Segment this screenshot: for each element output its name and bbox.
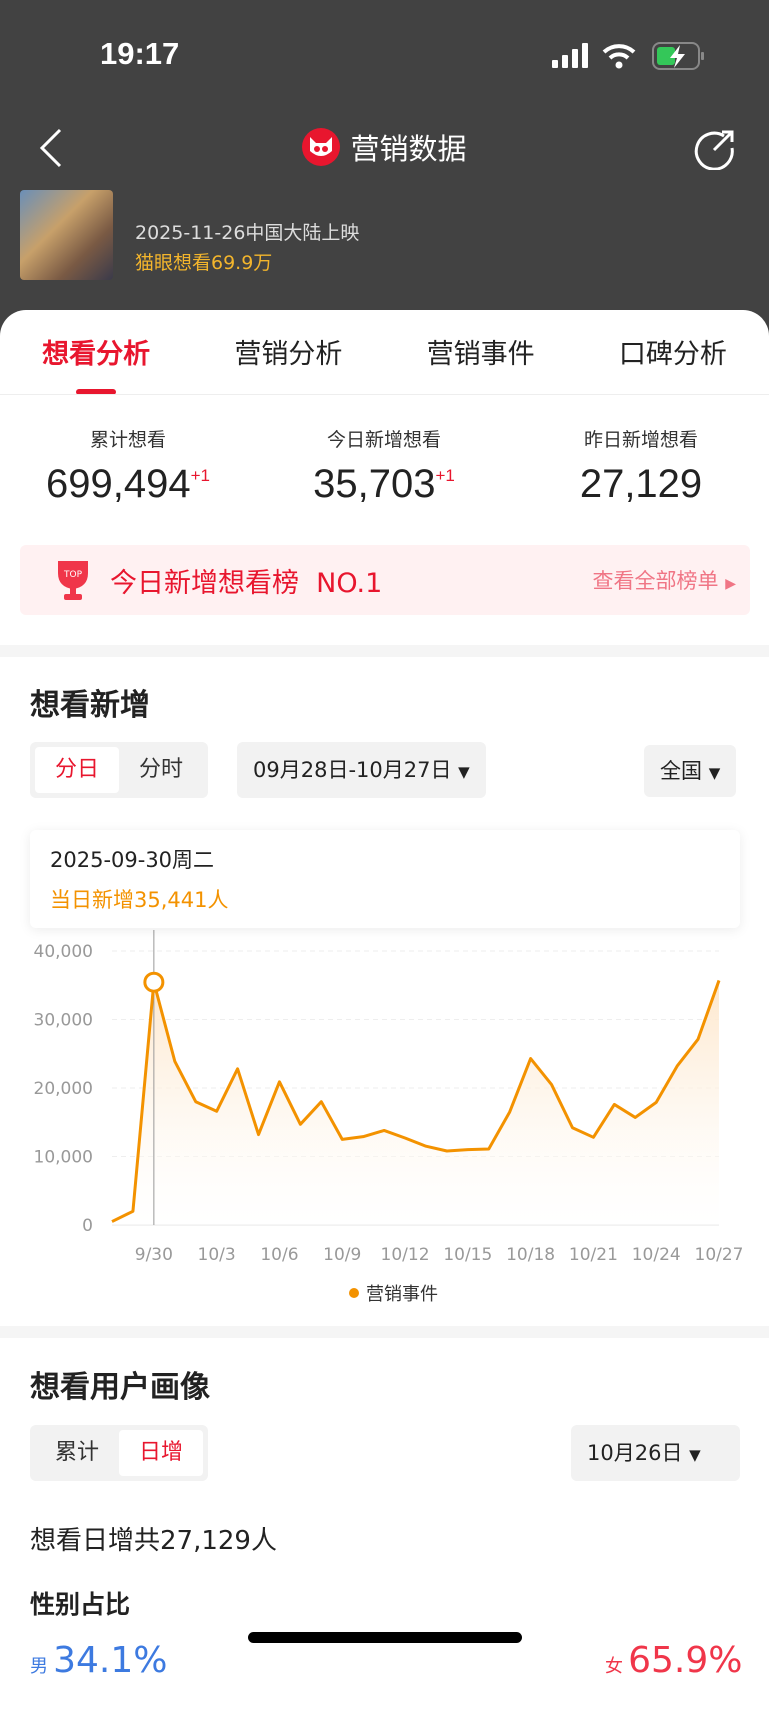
legend-dot (349, 1288, 359, 1298)
stat-yesterday-want: 昨日新增想看 27,129 (513, 425, 769, 507)
home-indicator[interactable] (248, 1632, 522, 1643)
male-value: 34.1% (53, 1640, 168, 1681)
trophy-icon: TOP (50, 557, 96, 603)
x-tick-label: 10/21 (569, 1245, 618, 1265)
area-fill (112, 980, 719, 1225)
rank-text: 今日新增想看榜 NO.1 (110, 567, 383, 599)
daily-total-text: 想看日增共27,129人 (30, 1526, 277, 1556)
stat-label: 累计想看 (89, 429, 166, 451)
stat-increment: +1 (190, 466, 210, 485)
top-badge-text: TOP (63, 570, 83, 580)
tab-reputation-analysis[interactable]: 口碑分析 (618, 339, 727, 370)
view-all-ranks-link[interactable]: 查看全部榜单 ▶ (593, 565, 736, 595)
tooltip-date: 2025-09-30周二 (50, 848, 215, 872)
caret-down-icon: ▼ (708, 764, 721, 782)
x-tick-label: 10/12 (381, 1245, 430, 1265)
nav-title: 营销数据 (0, 126, 769, 168)
section-separator (0, 1326, 769, 1338)
stat-today-want: 今日新增想看 35,703+1 (256, 425, 512, 507)
section-title: 想看新增 (30, 688, 150, 723)
chevron-left-icon (39, 128, 62, 168)
rank-banner[interactable]: TOP 今日新增想看榜 NO.1 查看全部榜单 ▶ (20, 545, 750, 615)
release-date: 2025-11-26中国大陆上映 (135, 222, 360, 244)
y-tick-label: 40,000 (34, 942, 93, 962)
toggle-daily-increase[interactable]: 日增 (119, 1430, 204, 1476)
portrait-date-select[interactable]: 10月26日 ▼ (571, 1425, 740, 1481)
toggle-cumulative[interactable]: 累计 (55, 1440, 100, 1465)
y-tick-label: 10,000 (34, 1148, 93, 1168)
y-tick-label: 30,000 (34, 1011, 93, 1031)
x-tick-label: 10/15 (443, 1245, 492, 1265)
section-separator (0, 645, 769, 657)
data-point (143, 971, 165, 993)
male-label: 男 (30, 1656, 48, 1677)
female-value: 65.9% (628, 1640, 743, 1681)
region-value: 全国 (660, 759, 702, 783)
legend-label: 营销事件 (366, 1284, 438, 1305)
series-line (111, 979, 721, 1223)
battery-charging-icon (652, 42, 706, 74)
link-label: 查看全部榜单 (592, 569, 719, 593)
caret-down-icon: ▼ (689, 1446, 701, 1464)
y-tick-label: 0 (82, 1216, 93, 1236)
divider (0, 394, 769, 395)
stat-value: 699,494 (46, 462, 191, 506)
region-select[interactable]: 全国 ▼ (644, 745, 737, 797)
tab-bar: 想看分析 营销分析 营销事件 口碑分析 (0, 332, 769, 395)
status-time: 19:17 (100, 36, 180, 71)
x-tick-label: 9/30 (135, 1245, 173, 1265)
x-tick-label: 10/27 (695, 1245, 744, 1265)
x-tick-label: 10/24 (632, 1245, 681, 1265)
maoyan-cat-logo (302, 128, 341, 166)
share-icon (694, 130, 734, 171)
trend-chart[interactable]: 0 10,000 20,000 30,000 40,000 9/30 10/3 10/6 10/… (0, 880, 769, 1320)
stat-increment: +1 (435, 466, 455, 485)
portrait-mode-toggle: 累计 日增 (30, 1425, 209, 1481)
gender-title: 性别占比 (30, 1590, 131, 1619)
stat-value: 27,129 (579, 462, 703, 506)
tab-want-analysis[interactable]: 想看分析 (36, 332, 156, 395)
tab-marketing-events[interactable]: 营销事件 (426, 339, 535, 370)
page-title: 营销数据 (350, 132, 467, 166)
share-button[interactable] (694, 128, 736, 174)
stat-total-want: 累计想看 699,494+1 (0, 425, 256, 507)
chart-tooltip: 2025-09-30周二 当日新增35,441人 (30, 830, 740, 928)
date-range-value: 09月28日-10月27日 (253, 758, 452, 782)
y-tick-label: 20,000 (34, 1079, 93, 1099)
stat-label: 今日新增想看 (326, 429, 441, 451)
date-range-select[interactable]: 09月28日-10月27日 ▼ (237, 742, 486, 798)
male-ratio: 男 34.1% (30, 1640, 167, 1681)
portrait-date-value: 10月26日 (587, 1441, 683, 1465)
x-tick-label: 10/9 (323, 1245, 361, 1265)
female-ratio: 女 65.9% (605, 1640, 742, 1681)
section-title: 想看用户画像 (30, 1370, 210, 1405)
granularity-toggle: 分日 分时 (30, 742, 209, 798)
stat-value: 35,703 (313, 462, 436, 506)
movie-poster[interactable] (20, 190, 113, 280)
x-tick-label: 10/6 (260, 1245, 298, 1265)
back-button[interactable] (38, 128, 64, 172)
wifi-icon (602, 42, 636, 74)
toggle-daily[interactable]: 分日 (35, 747, 120, 793)
want-count: 猫眼想看69.9万 (135, 252, 273, 274)
caret-down-icon: ▼ (458, 763, 470, 781)
tooltip-value: 当日新增35,441人 (50, 888, 229, 912)
signal-icon (550, 43, 590, 73)
tab-marketing-analysis[interactable]: 营销分析 (234, 339, 343, 370)
female-label: 女 (605, 1656, 623, 1677)
x-tick-label: 10/3 (198, 1245, 236, 1265)
caret-right-icon: ▶ (725, 576, 736, 592)
x-tick-label: 10/18 (506, 1245, 555, 1265)
toggle-hourly[interactable]: 分时 (139, 757, 184, 782)
stat-label: 昨日新增想看 (583, 429, 698, 451)
